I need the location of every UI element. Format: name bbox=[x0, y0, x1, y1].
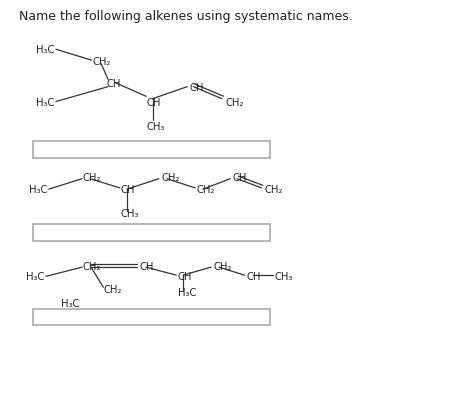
Text: CH₂: CH₂ bbox=[264, 185, 283, 194]
Text: CH: CH bbox=[190, 83, 204, 93]
Text: CH: CH bbox=[140, 261, 154, 271]
Text: H₃C: H₃C bbox=[36, 97, 55, 107]
Text: H₃C: H₃C bbox=[29, 185, 47, 194]
Text: CH: CH bbox=[232, 173, 246, 182]
Text: H₃C: H₃C bbox=[36, 45, 55, 55]
Text: CH₂: CH₂ bbox=[83, 173, 101, 182]
Text: CH₂: CH₂ bbox=[83, 261, 101, 271]
Bar bbox=[33, 142, 270, 158]
Text: CH: CH bbox=[121, 185, 135, 194]
Bar bbox=[33, 225, 270, 241]
Text: CH₃: CH₃ bbox=[275, 272, 293, 282]
Text: CH₂: CH₂ bbox=[103, 285, 122, 294]
Text: CH₃: CH₃ bbox=[147, 122, 165, 131]
Text: CH: CH bbox=[178, 272, 192, 282]
Text: CH₂: CH₂ bbox=[161, 173, 180, 182]
Text: CH₂: CH₂ bbox=[197, 185, 215, 194]
Text: Name the following alkenes using systematic names.: Name the following alkenes using systema… bbox=[19, 10, 353, 23]
Text: CH: CH bbox=[147, 97, 161, 107]
Text: CH₂: CH₂ bbox=[213, 261, 232, 271]
Text: CH: CH bbox=[246, 272, 261, 282]
Text: CH: CH bbox=[107, 79, 121, 89]
Text: H₃C: H₃C bbox=[61, 299, 80, 308]
Text: CH₂: CH₂ bbox=[92, 57, 111, 67]
Bar bbox=[33, 309, 270, 326]
Text: CH₂: CH₂ bbox=[225, 97, 244, 107]
Text: H₃C: H₃C bbox=[26, 272, 44, 282]
Text: CH₃: CH₃ bbox=[121, 209, 139, 219]
Text: H₃C: H₃C bbox=[178, 287, 196, 297]
